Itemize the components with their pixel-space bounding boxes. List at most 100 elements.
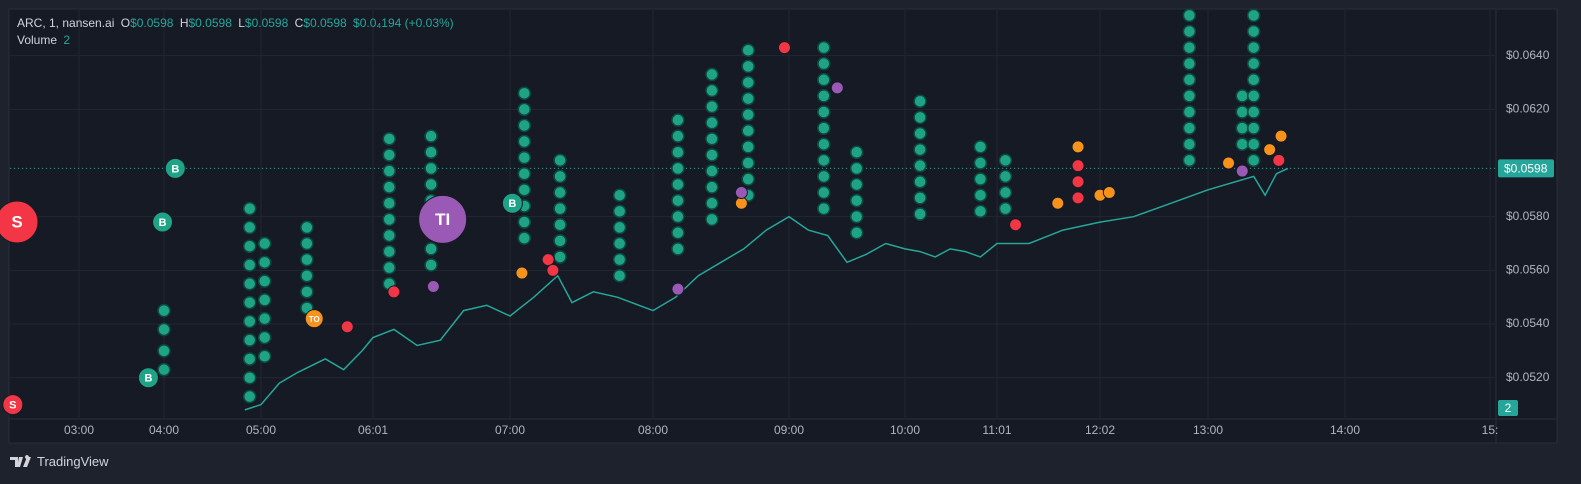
ohlc-label: L [238, 16, 245, 30]
marker-label: TO [309, 315, 320, 324]
trade-bubble [1235, 89, 1249, 103]
trade-marker [0, 200, 39, 244]
last-price-box [1498, 159, 1554, 178]
y-tick-label: $0.0620 [1506, 101, 1550, 115]
trade-bubble [382, 132, 397, 146]
trade-bubble [1182, 105, 1197, 119]
trade-marker [1071, 175, 1085, 189]
x-tick-label: 11:01 [982, 423, 1011, 437]
trade-bubble [424, 177, 438, 192]
x-tick-label: 09:00 [774, 423, 804, 437]
trade-bubble [382, 148, 397, 162]
trade-bubble [913, 175, 927, 189]
price-line [244, 167, 1289, 411]
x-tick-label: 08:00 [638, 423, 668, 437]
y-tick-label: $0.0520 [1506, 370, 1550, 384]
marker-label: S [9, 399, 16, 411]
trade-bubble [612, 188, 627, 202]
trade-bubble [553, 234, 567, 248]
trade-bubble [517, 102, 532, 117]
trade-bubble [382, 196, 397, 211]
trade-bubble [424, 258, 438, 272]
trade-bubble [1246, 153, 1261, 168]
x-tick-label: 14:00 [1330, 423, 1360, 437]
trade-bubble [1246, 56, 1261, 71]
trade-bubble [741, 91, 755, 106]
trade-bubble [849, 161, 864, 176]
trade-bubble [1182, 24, 1197, 39]
trade-bubble [1246, 8, 1261, 23]
x-tick-label: 05:00 [246, 423, 276, 437]
trade-marker [387, 285, 401, 299]
trade-bubble [671, 113, 685, 127]
trade-bubble [242, 277, 257, 291]
marker-label: B [144, 373, 152, 385]
trade-bubble [998, 185, 1013, 200]
trade-marker [1102, 186, 1116, 200]
trade-bubble [741, 107, 755, 122]
trade-bubble [242, 370, 257, 385]
trade-bubble [705, 67, 719, 82]
trade-bubble [1246, 89, 1261, 103]
ohlc-value: $0.0598 [188, 16, 232, 30]
ohlc-label: C [294, 16, 304, 30]
trade-bubble [612, 268, 627, 283]
trade-bubble [973, 156, 988, 170]
trade-marker [734, 186, 748, 200]
trade-bubble [157, 303, 171, 318]
trade-bubble [849, 177, 864, 192]
trade-marker [340, 320, 354, 334]
trade-bubble [242, 220, 257, 235]
trade-bubble [817, 137, 831, 151]
trade-marker [1263, 143, 1277, 157]
trade-bubble [382, 228, 397, 243]
trade-bubble [242, 352, 257, 366]
trade-bubble [1182, 56, 1197, 71]
trade-bubble [424, 145, 438, 160]
trade-bubble [849, 145, 864, 160]
y-tick-label: $0.0640 [1506, 48, 1550, 62]
trade-bubble [913, 158, 927, 173]
trade-bubble [242, 239, 257, 253]
trade-bubble [817, 185, 831, 200]
trade-marker [671, 282, 685, 296]
trade-bubble [257, 255, 272, 270]
marker-label: B [171, 163, 179, 175]
trade-bubble [741, 156, 755, 170]
trade-bubble [1235, 121, 1249, 135]
legend-header: ARC, 1, nansen.ai O$0.0598 H$0.0598 L$0.… [17, 15, 457, 49]
trade-bubble [553, 185, 567, 200]
trade-marker [164, 157, 186, 179]
y-tick-label: $0.0580 [1506, 209, 1550, 223]
trade-bubble [671, 161, 685, 176]
chart-frame [8, 8, 1558, 444]
trade-bubble [913, 207, 927, 221]
trade-bubble [913, 94, 927, 109]
trade-bubble [553, 169, 567, 184]
trade-bubble [671, 193, 685, 208]
trade-bubble [553, 250, 567, 264]
trade-bubble [1182, 73, 1197, 87]
trade-bubble [257, 311, 272, 326]
trade-bubble [612, 220, 627, 235]
trade-bubble [671, 226, 685, 240]
trade-bubble [817, 40, 831, 55]
trade-bubble [257, 236, 272, 251]
trade-bubble [705, 115, 719, 130]
trade-bubble [913, 142, 927, 157]
trade-marker [734, 196, 748, 210]
brand[interactable]: TradingView [10, 454, 109, 469]
trade-bubble [817, 89, 831, 103]
trade-bubble [242, 314, 257, 329]
trade-bubble [424, 129, 438, 143]
trade-bubble [849, 226, 864, 240]
trade-bubble [817, 56, 831, 71]
trade-marker [304, 309, 324, 329]
ohlc-value: $0.0598 [303, 16, 347, 30]
trade-bubble [157, 362, 171, 377]
trade-bubble [612, 236, 627, 251]
trade-bubble [973, 188, 988, 202]
trade-bubble [1182, 8, 1197, 23]
x-tick-label: 03:00 [64, 423, 94, 437]
trade-bubble [242, 295, 257, 310]
